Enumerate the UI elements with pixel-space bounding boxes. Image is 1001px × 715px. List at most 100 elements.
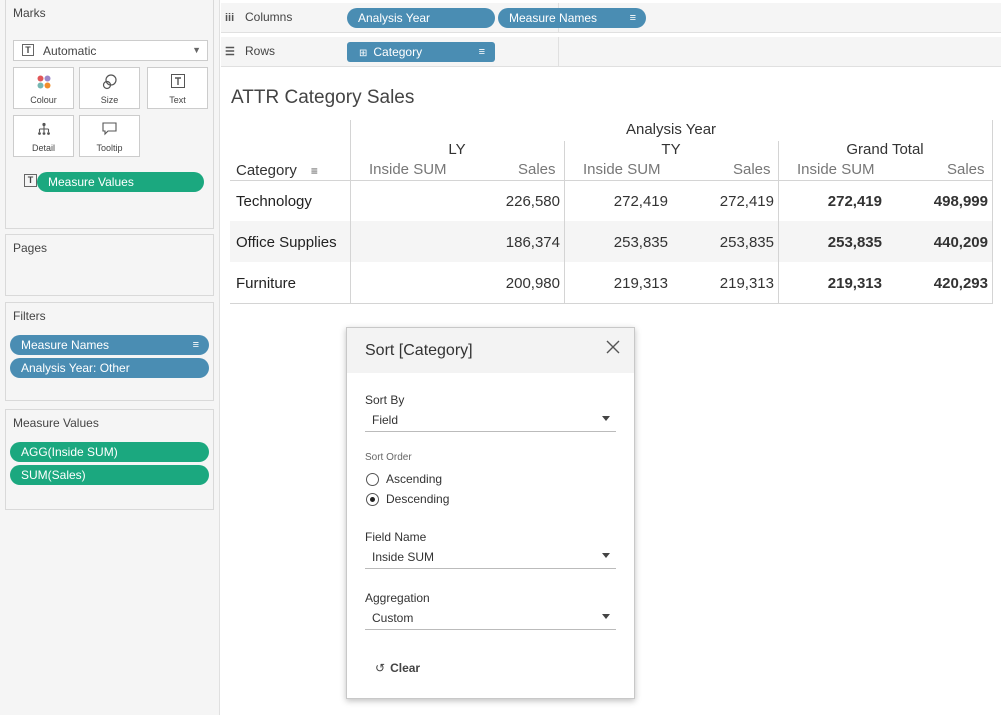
clear-button[interactable]: ↺ Clear	[375, 661, 420, 675]
table-cell: 219,313	[719, 275, 774, 292]
measure-pill-sales[interactable]: SUM(Sales)	[10, 465, 209, 485]
category-header[interactable]: Category ≡	[236, 162, 318, 179]
descending-label: Descending	[386, 492, 450, 506]
text-button[interactable]: Text	[147, 67, 208, 109]
size-label: Size	[100, 95, 119, 105]
tooltip-icon	[80, 122, 139, 138]
row-band	[230, 221, 993, 262]
detail-button[interactable]: Detail	[13, 115, 74, 157]
columns-pill-analysis-year[interactable]: Analysis Year	[347, 8, 495, 28]
pill-label: Measure Names	[21, 338, 110, 352]
columns-icon: iii	[225, 12, 235, 24]
grid-line	[230, 303, 993, 304]
table-cell: 420,293	[933, 275, 988, 292]
category-header-label: Category	[236, 162, 297, 179]
table-cell: 219,313	[613, 275, 668, 292]
radio-button[interactable]	[366, 473, 379, 486]
table-cell: 253,835	[827, 234, 882, 251]
size-button[interactable]: Size	[79, 67, 140, 109]
marks-card: Marks T Automatic ▼ Colour Size Text	[5, 0, 214, 229]
colour-icon	[14, 74, 73, 90]
close-icon[interactable]	[602, 337, 624, 359]
view-title: ATTR Category Sales	[231, 87, 415, 108]
dialog-title: Sort [Category]	[365, 342, 473, 359]
size-icon	[80, 74, 139, 90]
ascending-label: Ascending	[386, 472, 443, 486]
aggregation-value: Custom	[372, 611, 414, 625]
pill-label: Measure Values	[48, 175, 134, 189]
sort-order-label: Sort Order	[365, 452, 412, 463]
rows-shelf[interactable]: ☰ Rows ⊞ Category ≡	[221, 37, 1001, 67]
columns-shelf[interactable]: iii Columns Analysis Year Measure Names ≡	[221, 3, 1001, 33]
group-header-grand-total: Grand Total	[846, 141, 924, 158]
rows-label-text: Rows	[245, 44, 276, 58]
chevron-down-icon	[602, 614, 610, 619]
crosstab: Analysis Year LY TY Grand Total Category…	[230, 120, 993, 304]
text-label: Text	[169, 95, 186, 105]
aggregation-select[interactable]: Custom	[365, 608, 616, 630]
measure-values-card: Measure Values AGG(Inside SUM) SUM(Sales…	[5, 409, 214, 510]
pages-card: Pages	[5, 234, 214, 296]
rows-pill-category[interactable]: ⊞ Category ≡	[347, 42, 495, 62]
pages-title: Pages	[13, 241, 48, 255]
filter-pill-measure-names[interactable]: Measure Names ≡	[10, 335, 209, 355]
left-panel: Marks T Automatic ▼ Colour Size Text	[0, 0, 220, 715]
detail-icon	[14, 122, 73, 138]
measure-header: Sales	[947, 161, 985, 178]
table-cell: 440,209	[933, 234, 988, 251]
table-cell: 253,835	[613, 234, 668, 251]
tooltip-button[interactable]: Tooltip	[79, 115, 140, 157]
undo-icon: ↺	[375, 661, 386, 675]
table-cell: 253,835	[719, 234, 774, 251]
mark-type-dropdown[interactable]: T Automatic ▼	[13, 40, 208, 61]
sort-by-select[interactable]: Field	[365, 410, 616, 432]
measure-values-pill[interactable]: Measure Values	[37, 172, 204, 192]
colour-label: Colour	[30, 95, 57, 105]
dialog-header: Sort [Category]	[347, 328, 634, 373]
measure-header: Sales	[518, 161, 556, 178]
pill-label: Analysis Year: Other	[21, 361, 130, 375]
grid-line	[992, 120, 993, 304]
sort-icon: ≡	[192, 339, 199, 351]
row-header-office-supplies[interactable]: Office Supplies	[236, 234, 337, 251]
sort-icon[interactable]: ≡	[310, 164, 318, 178]
row-header-technology[interactable]: Technology	[236, 193, 312, 210]
expand-icon: ⊞	[359, 48, 368, 59]
group-header-ly: LY	[448, 141, 466, 158]
table-cell: 226,580	[505, 193, 560, 210]
filter-pill-analysis-year[interactable]: Analysis Year: Other	[10, 358, 209, 378]
group-header-ty: TY	[661, 141, 681, 158]
table-cell: 272,419	[613, 193, 668, 210]
shelf-divider	[558, 37, 559, 67]
measure-pill-inside-sum[interactable]: AGG(Inside SUM)	[10, 442, 209, 462]
columns-pill-measure-names[interactable]: Measure Names ≡	[498, 8, 646, 28]
measure-header: Inside SUM	[369, 161, 447, 178]
chevron-down-icon	[602, 416, 610, 421]
field-name-label: Field Name	[365, 530, 427, 544]
grid-line	[564, 141, 565, 304]
table-cell: 219,313	[827, 275, 882, 292]
colour-button[interactable]: Colour	[13, 67, 74, 109]
table-cell: 186,374	[505, 234, 560, 251]
field-name-value: Inside SUM	[372, 550, 435, 564]
measure-header: Sales	[733, 161, 771, 178]
pill-label: Analysis Year	[358, 11, 431, 25]
tooltip-label: Tooltip	[96, 143, 123, 153]
radio-button[interactable]	[366, 493, 379, 506]
rows-label: ☰ Rows	[225, 44, 275, 58]
text-icon	[148, 74, 207, 90]
pill-label: Category	[373, 45, 423, 59]
row-header-furniture[interactable]: Furniture	[236, 275, 297, 292]
marks-title: Marks	[13, 6, 46, 20]
detail-label: Detail	[31, 143, 55, 153]
columns-label: iii Columns	[225, 10, 292, 24]
field-name-select[interactable]: Inside SUM	[365, 547, 616, 569]
sort-icon: ≡	[629, 12, 636, 24]
pill-label: Measure Names	[509, 11, 598, 25]
table-cell: 498,999	[933, 193, 988, 210]
grid-line	[230, 180, 993, 181]
measure-header: Inside SUM	[797, 161, 875, 178]
chevron-down-icon	[602, 553, 610, 558]
aggregation-label: Aggregation	[365, 591, 430, 605]
pill-label: AGG(Inside SUM)	[21, 445, 118, 459]
